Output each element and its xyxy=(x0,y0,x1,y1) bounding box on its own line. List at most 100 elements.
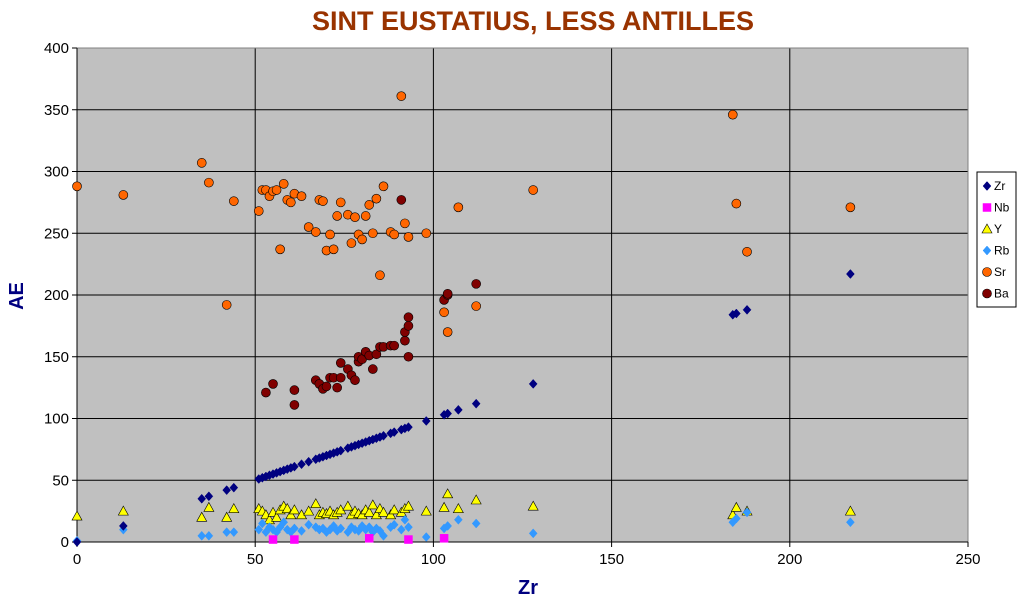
legend-marker-y xyxy=(981,223,993,234)
point-zr xyxy=(72,537,82,547)
y-axis-ticks: 0 50 100 150 200 250 300 350 400 xyxy=(44,40,78,551)
legend-marker-nb xyxy=(982,203,992,212)
x-tick-label: 200 xyxy=(777,551,802,568)
point-rb xyxy=(404,522,413,533)
x-tick-label: 50 xyxy=(247,551,264,568)
point-zr xyxy=(229,482,239,493)
point-sr xyxy=(453,202,464,213)
point-y xyxy=(303,505,315,516)
y-tick-label: 400 xyxy=(44,40,69,57)
point-rb xyxy=(254,524,264,535)
point-sr xyxy=(364,200,375,210)
point-y xyxy=(221,511,233,522)
point-sr xyxy=(332,211,342,221)
point-zr xyxy=(454,404,463,415)
point-y xyxy=(730,501,742,512)
point-rb xyxy=(471,518,481,529)
point-sr xyxy=(528,185,538,195)
point-sr xyxy=(731,198,742,209)
point-sr xyxy=(357,234,367,245)
chart-title: SINT EUSTATIUS, LESS ANTILLES xyxy=(312,6,754,36)
point-sr xyxy=(360,211,371,221)
point-ba xyxy=(261,387,271,398)
point-sr xyxy=(471,301,481,311)
point-zr xyxy=(421,416,431,426)
point-y xyxy=(196,511,208,522)
point-zr xyxy=(742,304,752,315)
point-rb xyxy=(389,519,399,530)
point-sr xyxy=(325,229,335,240)
point-zr xyxy=(204,491,214,502)
point-y xyxy=(117,505,129,516)
point-ba xyxy=(400,335,410,346)
point-ba xyxy=(368,364,378,374)
point-rb xyxy=(732,513,741,524)
point-rb xyxy=(257,518,267,529)
point-nb xyxy=(404,535,413,544)
x-tick-label: 150 xyxy=(599,551,624,568)
point-y xyxy=(203,501,215,512)
y-tick-label: 0 xyxy=(61,534,69,551)
x-tick-label: 0 xyxy=(73,551,81,568)
point-ba xyxy=(442,288,453,299)
point-y xyxy=(342,500,354,511)
point-sr xyxy=(400,218,410,229)
point-sr xyxy=(296,191,307,201)
point-rb xyxy=(197,530,207,541)
point-y xyxy=(271,511,283,522)
point-rb xyxy=(304,519,313,530)
point-sr xyxy=(742,246,752,257)
legend-item-y: Y xyxy=(981,222,1002,236)
legend-item-ba: Ba xyxy=(982,287,1009,301)
y-tick-label: 350 xyxy=(44,102,69,119)
point-ba xyxy=(332,382,342,393)
legend-marker-sr xyxy=(982,267,992,277)
point-rb xyxy=(229,527,239,537)
point-sr xyxy=(368,228,378,239)
point-y xyxy=(281,503,293,513)
point-rb xyxy=(400,514,410,525)
point-ba xyxy=(321,381,332,392)
point-sr xyxy=(278,179,289,189)
y-tick-label: 150 xyxy=(44,349,69,366)
point-ba xyxy=(389,340,399,351)
point-ba xyxy=(289,385,300,395)
point-nb xyxy=(439,534,449,543)
point-sr xyxy=(72,181,82,192)
point-rb xyxy=(222,527,232,537)
point-zr xyxy=(197,493,207,504)
point-sr xyxy=(221,300,232,310)
point-zr xyxy=(222,485,232,496)
y-tick-label: 250 xyxy=(44,225,69,242)
legend-label: Nb xyxy=(994,201,1010,215)
point-rb xyxy=(290,523,299,534)
point-ba xyxy=(403,351,414,362)
point-sr xyxy=(421,228,432,239)
point-ba xyxy=(335,372,346,383)
series-ba xyxy=(261,195,481,410)
point-rb xyxy=(379,530,388,541)
point-y xyxy=(228,503,240,513)
point-sr xyxy=(286,197,296,208)
point-sr xyxy=(389,229,399,240)
point-zr xyxy=(471,398,481,409)
point-rb xyxy=(528,528,538,539)
point-sr xyxy=(378,181,389,192)
point-ba xyxy=(350,375,360,386)
series-nb xyxy=(268,534,449,544)
point-zr xyxy=(846,269,855,279)
point-sr xyxy=(318,196,328,206)
point-y xyxy=(470,494,482,505)
point-sr xyxy=(335,197,346,208)
legend-item-nb: Nb xyxy=(982,201,1010,215)
legend-label: Rb xyxy=(994,244,1010,258)
legend-marker-zr xyxy=(982,181,992,191)
point-rb xyxy=(336,523,346,534)
point-zr xyxy=(297,459,306,470)
point-nb xyxy=(364,534,374,543)
point-zr xyxy=(732,308,741,319)
point-nb xyxy=(290,535,299,544)
point-y xyxy=(452,503,464,513)
y-axis-title: AE xyxy=(6,282,28,310)
point-y xyxy=(844,505,856,516)
